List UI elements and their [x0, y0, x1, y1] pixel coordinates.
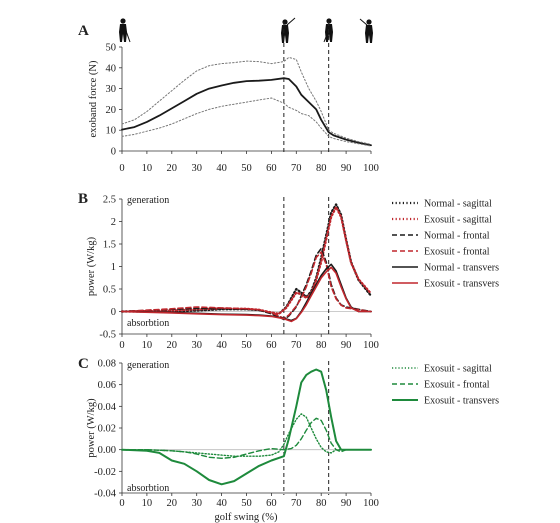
legend-label: Normal - frontal — [424, 231, 490, 242]
panel-c-generation-note: generation — [127, 360, 169, 371]
x-tick-label: 0 — [119, 340, 124, 351]
legend-label: Exosuit - frontal — [424, 380, 490, 391]
x-tick-label: 90 — [341, 498, 352, 509]
x-tick-label: 100 — [363, 163, 379, 174]
panel-c-absorbtion-note: absorbtion — [127, 483, 169, 494]
y-tick-label: -0.04 — [94, 489, 117, 500]
y-tick-label: 0 — [111, 307, 116, 318]
x-tick-label: 70 — [291, 498, 302, 509]
series-line-b-exosuit-sagittal — [120, 206, 373, 315]
y-tick-label: 0.06 — [98, 380, 116, 391]
panel-b-legend: Normal - sagittal Exosuit - sagittal Norma… — [392, 199, 499, 290]
y-axis-title-c: power (W/kg) — [86, 398, 97, 458]
y-tick-label: 40 — [106, 63, 117, 74]
y-tick-label: 0.04 — [98, 402, 117, 413]
panel-b-plot: -0.500.511.522.50 10 20 30 40 50 60 70 80 90 100po… — [86, 195, 379, 352]
series-line-b-exosuit-frontal — [121, 251, 372, 320]
y-tick-label: 1.5 — [103, 240, 116, 251]
panel-b-generation-note: generation — [127, 195, 169, 206]
y-tick-label: 50 — [106, 43, 117, 54]
legend-label: Exosuit - sagittal — [424, 364, 492, 375]
y-tick-label: 0 — [111, 147, 116, 158]
legend-label: Exosuit - frontal — [424, 247, 490, 258]
x-tick-label: 70 — [291, 340, 302, 351]
series-line-c-exosuit-frontal — [121, 417, 372, 459]
x-tick-label: 20 — [167, 498, 178, 509]
panel-c-legend: Exosuit - sagittal Exosuit - frontal Exosu… — [392, 364, 499, 407]
x-tick-label: 20 — [167, 340, 178, 351]
y-tick-label: 10 — [106, 126, 117, 137]
series-line-a-lower — [121, 97, 372, 147]
x-axis-title: golf swing (%) — [215, 512, 278, 523]
y-tick-label: 0.02 — [98, 424, 116, 435]
legend-label: Exosuit - transvers — [424, 279, 499, 290]
panel-c-plot: -0.04 -0.02 0.00 0.02 0.04 0.06 0.08 0 10 20 30 40 5… — [86, 359, 379, 510]
panel-b-label: B — [78, 191, 88, 207]
x-tick-label: 80 — [316, 163, 327, 174]
series-line-b-normal-sagittal — [120, 203, 373, 315]
y-tick-label: 20 — [106, 105, 117, 116]
x-tick-label: 60 — [266, 498, 277, 509]
x-tick-label: 80 — [316, 340, 327, 351]
y-axis-title-a: exoband force (N) — [88, 60, 99, 137]
x-tick-label: 90 — [341, 340, 352, 351]
x-tick-label: 0 — [119, 498, 124, 509]
panel-a: A — [78, 17, 373, 43]
y-tick-label: 0.08 — [98, 359, 116, 370]
x-tick-label: 40 — [216, 498, 227, 509]
x-tick-label: 10 — [142, 163, 153, 174]
x-tick-label: 30 — [191, 498, 202, 509]
x-tick-label: 100 — [363, 340, 379, 351]
x-tick-label: 50 — [241, 498, 252, 509]
x-tick-label: 80 — [316, 498, 327, 509]
series-line-c-exosuit-transvers — [121, 368, 372, 486]
x-tick-label: 50 — [241, 340, 252, 351]
x-tick-label: 70 — [291, 163, 302, 174]
golfer-follow-through-icon — [359, 18, 373, 43]
panel-a-plot: 0 10 20 30 40 50 0 10 20 30 40 50 60 70 80 90 100 exoband… — [88, 22, 379, 174]
golfer-address-icon — [119, 18, 131, 43]
x-tick-label: 0 — [119, 163, 124, 174]
x-tick-label: 30 — [191, 340, 202, 351]
y-tick-label: -0.02 — [94, 467, 116, 478]
series-line-a-mean — [121, 77, 372, 147]
x-tick-label: 60 — [266, 340, 277, 351]
x-tick-label: 20 — [167, 163, 178, 174]
panel-a-label: A — [78, 23, 89, 39]
x-tick-label: 100 — [363, 498, 379, 509]
x-tick-label: 90 — [341, 163, 352, 174]
x-tick-label: 40 — [216, 340, 227, 351]
panel-b-absorbtion-note: absorbtion — [127, 318, 169, 329]
legend-label: Normal - sagittal — [424, 199, 492, 210]
panel-c-label: C — [78, 356, 89, 372]
series-line-c-exosuit-sagittal — [121, 413, 372, 457]
y-tick-label: 1 — [111, 262, 116, 273]
y-tick-label: -0.5 — [99, 330, 116, 341]
x-tick-label: 30 — [191, 163, 202, 174]
y-tick-label: 0.00 — [98, 445, 116, 456]
y-axis-title-b: power (W/kg) — [86, 236, 97, 296]
y-tick-label: 30 — [106, 84, 117, 95]
series-line-b-exosuit-transvers — [121, 266, 372, 323]
y-tick-label: 2.5 — [103, 195, 116, 206]
x-tick-label: 50 — [241, 163, 252, 174]
x-tick-label: 40 — [216, 163, 227, 174]
y-tick-label: 0.5 — [103, 285, 116, 296]
legend-label: Exosuit - sagittal — [424, 215, 492, 226]
legend-label: Normal - transvers — [424, 263, 499, 274]
x-tick-label: 60 — [266, 163, 277, 174]
x-tick-label: 10 — [142, 498, 153, 509]
golfer-top-of-backswing-icon — [281, 17, 296, 43]
series-line-a-upper — [121, 56, 372, 145]
legend-label: Exosuit - transvers — [424, 396, 499, 407]
y-tick-label: 2 — [111, 217, 116, 228]
x-tick-label: 10 — [142, 340, 153, 351]
